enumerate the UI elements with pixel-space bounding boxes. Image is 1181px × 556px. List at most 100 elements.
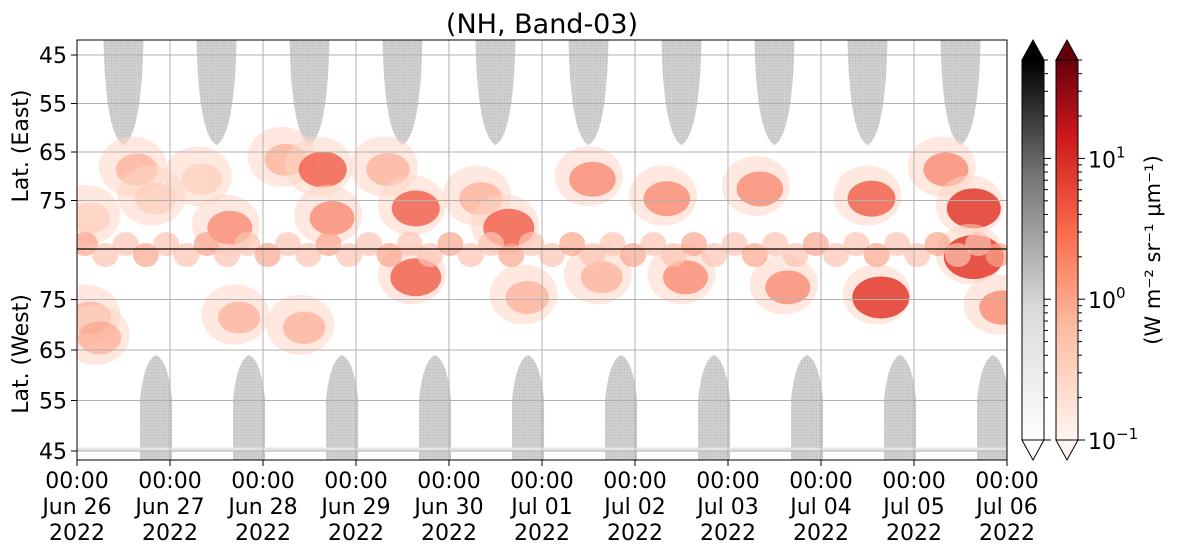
emission-band-cell: [985, 243, 1007, 267]
sunlit-lobe-bottom: [233, 355, 266, 460]
colorbar-tick-exponent: 1: [1116, 143, 1126, 161]
sunlit-lobe-top: [382, 40, 423, 145]
colorbar-tick-labels: 10 −1 100 101: [1044, 59, 1138, 455]
emission-band-cell: [559, 232, 586, 256]
x-tick-label-line: 00:00: [510, 469, 573, 494]
sunlit-lobe-top: [196, 40, 237, 145]
x-tick-label: 00:00 Jul 01 2022: [509, 469, 573, 546]
x-tick-label-line: Jul 01: [509, 495, 573, 520]
colorbar-label: (W m⁻² sr⁻¹ μm⁻¹): [1141, 155, 1165, 345]
emission-band-cell: [153, 232, 180, 256]
grid-layer: [77, 40, 1007, 460]
y-tick-label: 65: [39, 339, 67, 364]
emission-cluster: [643, 181, 691, 217]
x-tick-label-line: 2022: [793, 521, 849, 546]
emission-cluster: [736, 171, 784, 207]
emission-cluster: [77, 321, 122, 355]
colorbar-gray-extend-top: [1021, 38, 1045, 61]
sunlit-lobe-bottom: [977, 355, 1007, 460]
emission-cluster: [390, 258, 442, 297]
x-tick-label-line: 2022: [49, 521, 105, 546]
emission-cluster: [765, 270, 811, 305]
x-tick-label: 00:00 Jul 05 2022: [881, 469, 945, 546]
colorbar-tick-base: 10: [1088, 289, 1116, 314]
emission-band-cell: [77, 232, 98, 256]
x-tick-label-line: 2022: [142, 521, 198, 546]
emission-cluster: [181, 163, 223, 195]
x-tick-label: 00:00 Jul 02 2022: [602, 469, 666, 546]
x-tick-label: 00:00 Jun 30 2022: [412, 469, 483, 546]
colorbar-gray-extend-bottom: [1021, 439, 1045, 462]
emission-cluster: [946, 188, 1001, 229]
x-tick-label-line: 00:00: [789, 469, 852, 494]
emission-band-cell: [599, 232, 626, 256]
x-tick-label: 00:00 Jul 06 2022: [974, 469, 1038, 546]
x-tick-label: 00:00 Jun 27 2022: [133, 469, 204, 546]
y-tick-label: 55: [39, 390, 67, 415]
emission-band-cell: [478, 232, 504, 256]
emission-band-cell: [193, 232, 220, 256]
y-tick-label: 75: [39, 190, 67, 215]
x-tick-label: 00:00 Jun 29 2022: [319, 469, 390, 546]
colorbar-red-extend-bottom: [1055, 439, 1079, 462]
sunlit-lobe-bottom: [326, 355, 359, 460]
emission-cluster: [134, 182, 177, 215]
colorbar-tick-exponent: −1: [1116, 425, 1138, 443]
emission-cluster: [282, 311, 326, 344]
sunlit-lobe-bottom: [605, 355, 638, 460]
x-tick-label: 00:00 Jun 26 2022: [40, 469, 111, 546]
x-tick-label-line: 00:00: [138, 469, 201, 494]
x-tick-label-line: 2022: [607, 521, 663, 546]
sunlit-lobe-top: [475, 40, 516, 145]
colorbar-gray: [1021, 38, 1045, 462]
sunlit-lobe-top: [103, 40, 144, 145]
emission-band-cell: [518, 232, 545, 256]
emission-cluster: [309, 201, 355, 236]
y-tick-labels: 45 55 65 75 75 65 55 45: [39, 44, 77, 465]
sunlit-lobe-top: [754, 40, 795, 145]
colorbar-tick-label: 100: [1088, 284, 1126, 314]
colorbar-red: [1055, 38, 1079, 462]
emission-band-cell: [884, 232, 910, 256]
emission-band-cell: [234, 232, 261, 256]
emission-band-cell: [924, 232, 951, 256]
y-tick-label: 65: [39, 141, 67, 166]
x-tick-label-line: 00:00: [696, 469, 759, 494]
x-tick-label-line: 2022: [979, 521, 1035, 546]
colorbar-tick-label: 101: [1088, 143, 1126, 173]
x-tick-label-line: 2022: [235, 521, 291, 546]
x-tick-label-line: 00:00: [231, 469, 294, 494]
sunlit-lobe-top: [289, 40, 330, 145]
emission-band-cell: [640, 232, 667, 256]
x-tick-label-line: Jun 27: [133, 495, 204, 520]
emission-band-cell: [843, 232, 870, 256]
emission-band-cell: [112, 232, 139, 256]
x-tick-label-line: Jul 06: [974, 495, 1038, 520]
x-tick-label-line: Jul 02: [602, 495, 666, 520]
x-tick-label-line: Jun 28: [226, 495, 297, 520]
emission-cluster: [663, 260, 708, 295]
x-tick-label-line: 00:00: [417, 469, 480, 494]
colorbar-gray-body: [1021, 59, 1045, 441]
sunlit-lobe-top: [847, 40, 888, 145]
emission-band-cell: [681, 232, 707, 256]
x-tick-label: 00:00 Jul 04 2022: [788, 469, 852, 546]
x-tick-label-line: Jun 29: [319, 495, 390, 520]
colorbar-red-body: [1055, 59, 1079, 441]
emission-cluster: [847, 180, 896, 217]
sunlit-lobe-bottom: [884, 355, 917, 460]
y-axis-label-top: Lat. (East): [9, 90, 34, 203]
y-tick-label: 45: [39, 44, 67, 69]
x-tick-label-line: 00:00: [45, 469, 108, 494]
x-tick-label-line: 2022: [886, 521, 942, 546]
x-tick-label-line: 00:00: [975, 469, 1038, 494]
x-tick-label: 00:00 Jun 28 2022: [226, 469, 297, 546]
sunlit-lobe-bottom: [419, 355, 452, 460]
sunlit-lobe-top: [568, 40, 609, 145]
emission-band-cell: [275, 232, 301, 256]
x-tick-label-line: 2022: [700, 521, 756, 546]
x-tick-label-line: 2022: [328, 521, 384, 546]
emission-cluster: [505, 280, 550, 314]
